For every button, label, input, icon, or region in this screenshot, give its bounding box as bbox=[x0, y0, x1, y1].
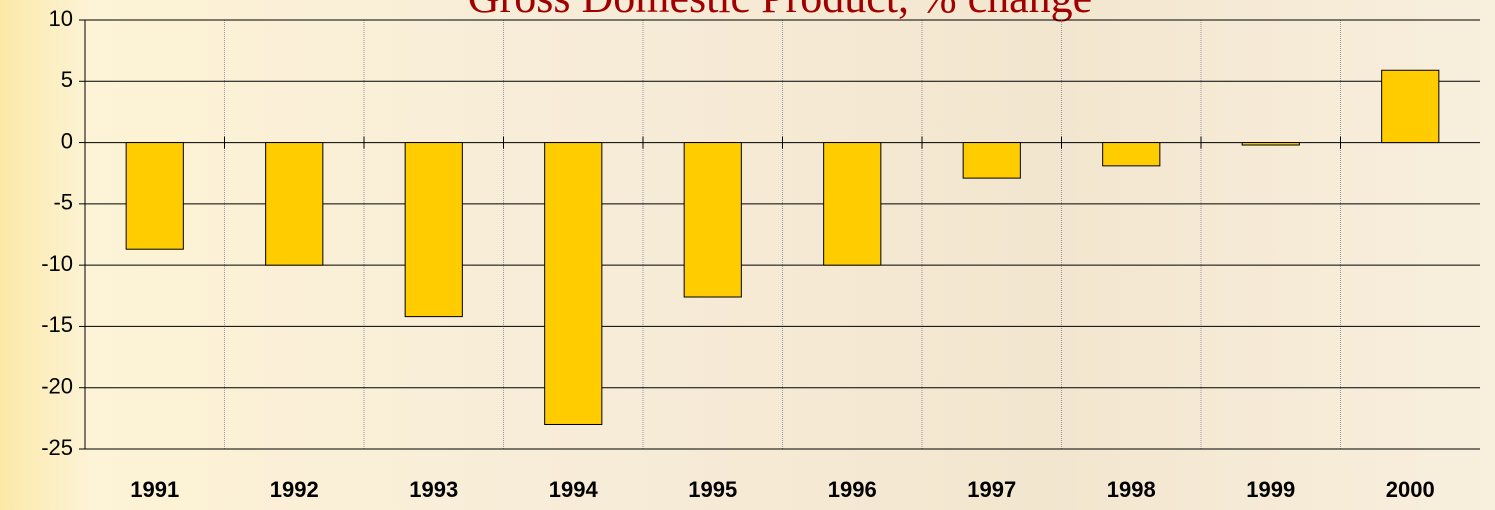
y-tick-label: 5 bbox=[61, 67, 73, 92]
bar bbox=[544, 142, 603, 425]
y-tick-label: 0 bbox=[61, 128, 73, 153]
y-tick-label: -25 bbox=[41, 435, 73, 460]
x-tick-label: 1993 bbox=[409, 477, 458, 502]
y-tick-label: 10 bbox=[49, 6, 73, 31]
x-tick-label: 1997 bbox=[967, 477, 1016, 502]
x-tick-label: 1998 bbox=[1107, 477, 1156, 502]
x-tick-label: 1994 bbox=[549, 477, 599, 502]
bar bbox=[683, 142, 742, 298]
bar bbox=[823, 142, 882, 266]
bar bbox=[125, 142, 184, 250]
bar bbox=[404, 142, 463, 318]
chart-title: Gross Domestic Product, % change bbox=[468, 0, 1092, 22]
x-tick-label: 1991 bbox=[130, 477, 179, 502]
x-tick-label: 1999 bbox=[1246, 477, 1295, 502]
bar bbox=[1381, 69, 1440, 144]
x-tick-label: 2000 bbox=[1386, 477, 1435, 502]
bar bbox=[962, 142, 1021, 179]
y-tick-label: -15 bbox=[41, 312, 73, 337]
x-tick-label: 1992 bbox=[270, 477, 319, 502]
bar bbox=[1241, 142, 1300, 146]
y-tick-label: -10 bbox=[41, 251, 73, 276]
y-tick-label: -5 bbox=[53, 190, 73, 215]
x-tick-label: 1995 bbox=[688, 477, 737, 502]
y-tick-label: -20 bbox=[41, 374, 73, 399]
x-tick-label: 1996 bbox=[828, 477, 877, 502]
bar bbox=[1102, 142, 1161, 167]
bar bbox=[265, 142, 324, 266]
